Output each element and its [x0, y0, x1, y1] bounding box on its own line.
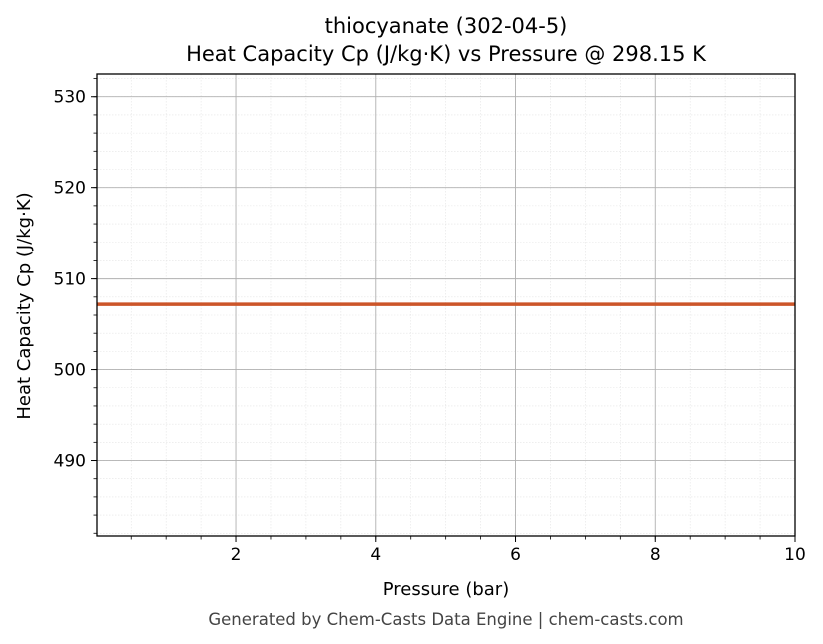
x-tick-label: 6: [510, 545, 521, 565]
x-tick-label: 10: [784, 545, 806, 565]
x-axis-label: Pressure (bar): [383, 579, 509, 600]
y-tick-label: 490: [54, 452, 86, 472]
ticks-layer: 2 4 6 8 10 490 500 510 520 530: [54, 78, 806, 565]
chart-subtitle: Heat Capacity Cp (J/kg·K) vs Pressure @ …: [186, 42, 707, 66]
y-tick-label: 500: [54, 361, 86, 381]
y-tick-label: 530: [54, 88, 86, 108]
footer-credit: Generated by Chem-Casts Data Engine | ch…: [208, 610, 683, 629]
y-tick-label: 510: [54, 270, 86, 290]
x-tick-label: 2: [231, 545, 242, 565]
chart-title: thiocyanate (302-04-5): [325, 14, 568, 38]
y-axis-label: Heat Capacity Cp (J/kg·K): [14, 192, 35, 419]
y-tick-label: 520: [54, 179, 86, 199]
x-tick-label: 4: [370, 545, 381, 565]
x-tick-label: 8: [650, 545, 661, 565]
